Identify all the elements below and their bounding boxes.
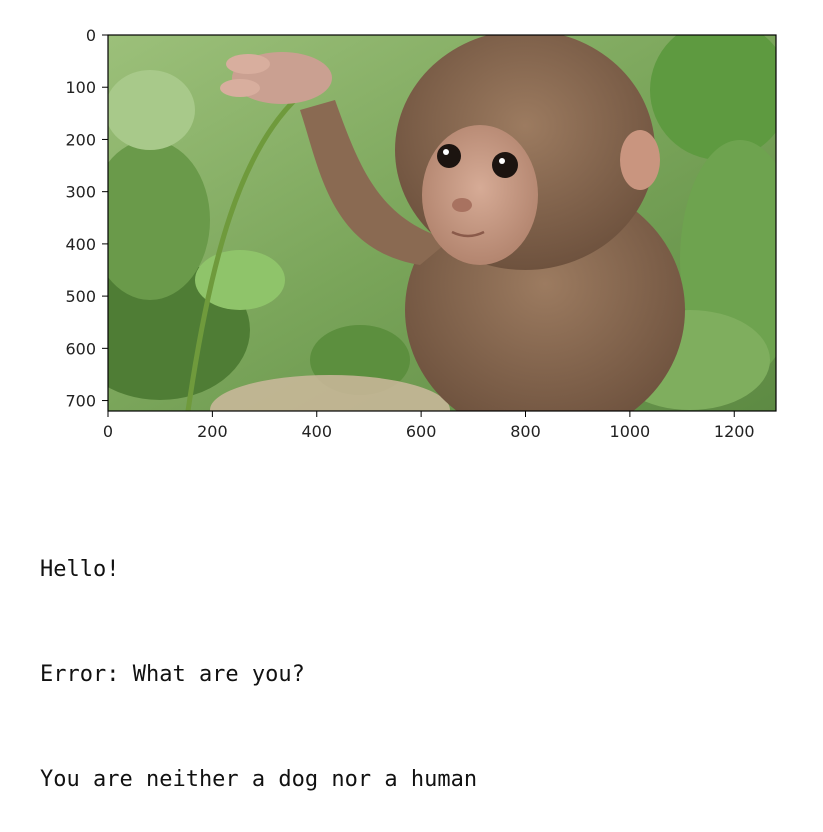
monkey-finger	[220, 79, 260, 97]
monkey-mouth	[451, 230, 485, 238]
leaf-cluster	[650, 35, 776, 160]
console-output: Hello! Error: What are you? You are neit…	[40, 482, 477, 832]
x-tick-label: 200	[197, 422, 228, 441]
leaf-cluster	[108, 140, 210, 300]
x-tick-label: 1000	[610, 422, 651, 441]
output-line-message: You are neither a dog nor a human	[40, 767, 478, 792]
y-tick-label: 500	[65, 287, 96, 306]
x-axis: 0 200 400 600 800 1000 1200	[103, 411, 755, 441]
axes-frame	[107, 34, 777, 412]
eye-highlight	[499, 158, 505, 164]
eye-highlight	[443, 149, 449, 155]
grass-fluff	[210, 375, 450, 411]
monkey-eye-left	[437, 144, 461, 168]
monkey-nose	[452, 198, 472, 212]
grass-stem	[185, 93, 302, 411]
monkey-arm	[300, 100, 450, 265]
output-line-hello: Hello!	[40, 557, 120, 582]
output-line-error: Error: What are you?	[40, 662, 305, 687]
y-tick-label: 200	[65, 130, 96, 149]
x-tick-label: 800	[510, 422, 541, 441]
leaf-cluster	[108, 70, 195, 150]
y-axis: 0 100 200 300 400 500 600 700	[65, 26, 108, 411]
monkey-eye-right	[492, 152, 518, 178]
monkey-face	[422, 125, 538, 265]
y-tick-label: 600	[65, 339, 96, 358]
image-plot: 0 200 400 600 800 1000 1200 0 100 200 300 400 500 60…	[65, 26, 777, 441]
x-tick-label: 0	[103, 422, 113, 441]
monkey-finger	[226, 54, 270, 74]
monkey-ear	[620, 130, 660, 190]
x-tick-label: 400	[301, 422, 332, 441]
x-tick-label: 1200	[714, 422, 755, 441]
y-tick-label: 700	[65, 392, 96, 411]
y-tick-label: 400	[65, 235, 96, 254]
y-tick-label: 300	[65, 183, 96, 202]
monkey-photo	[108, 35, 776, 411]
y-tick-label: 100	[65, 78, 96, 97]
y-tick-label: 0	[86, 26, 96, 45]
x-tick-label: 600	[406, 422, 437, 441]
